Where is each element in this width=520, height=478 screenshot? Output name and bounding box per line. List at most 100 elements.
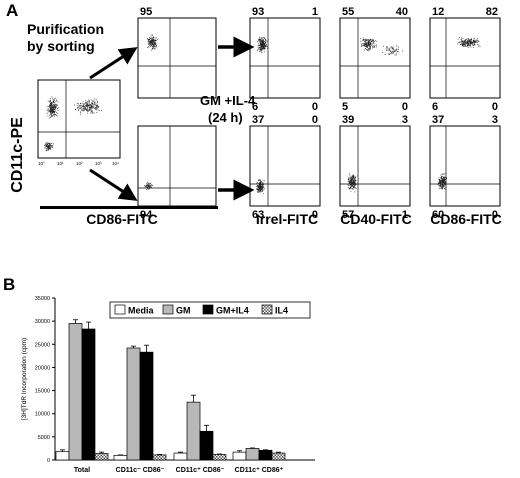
flow-dot	[368, 39, 370, 41]
flow-dot	[152, 185, 153, 186]
flow-dot	[92, 106, 93, 107]
flow-dot	[80, 105, 82, 106]
flow-dot	[260, 46, 262, 47]
flow-dot	[439, 180, 440, 181]
flow-dot	[83, 106, 85, 108]
flow-dot	[444, 188, 446, 190]
flow-dot	[441, 173, 443, 175]
flow-dot	[474, 42, 475, 43]
flow-dot	[262, 43, 263, 44]
flow-dot	[463, 40, 465, 42]
flow-dot	[389, 47, 391, 49]
flow-dot	[357, 175, 359, 177]
flow-dot	[478, 45, 479, 47]
flow-dot	[261, 46, 263, 48]
flow-dot	[49, 145, 51, 147]
flow-dot	[371, 41, 373, 43]
flow-dot	[441, 182, 443, 183]
flow-dot	[354, 179, 355, 181]
flow-dot	[151, 40, 153, 42]
flow-dot	[53, 108, 55, 110]
flow-dot	[441, 179, 442, 181]
flow-dot	[92, 102, 93, 104]
flow-dot	[365, 39, 367, 41]
flow-dot	[79, 105, 81, 107]
flow-dot	[348, 180, 350, 182]
flow-dot	[259, 38, 261, 40]
flow-dot	[101, 110, 102, 112]
flow-dot	[46, 149, 48, 151]
flow-dot	[49, 106, 51, 107]
flow-dot	[256, 182, 258, 184]
quadrant-percent-lr: 0	[402, 101, 408, 113]
bar-media	[173, 452, 188, 461]
flow-dot	[266, 44, 267, 46]
flow-dot	[369, 44, 371, 46]
flow-dot	[77, 103, 78, 104]
flow-dot	[258, 183, 260, 185]
flow-dot	[95, 106, 97, 108]
flow-dot	[348, 180, 350, 182]
flow-dot	[47, 143, 48, 145]
flow-dot	[367, 41, 369, 43]
flow-dot	[466, 41, 468, 43]
flow-dot	[150, 38, 152, 40]
flow-dot	[80, 102, 81, 104]
flow-dot	[50, 107, 51, 109]
flow-dot	[46, 145, 48, 147]
flow-dot	[264, 41, 266, 43]
flow-dot	[145, 186, 147, 188]
flow-dot	[155, 39, 156, 41]
flow-dot	[366, 45, 368, 47]
flow-dot	[466, 43, 468, 44]
flow-dot	[439, 186, 441, 187]
flow-dot	[49, 148, 51, 150]
flow-dot	[397, 49, 399, 50]
flow-dot	[263, 184, 264, 186]
flow-dot	[351, 183, 353, 184]
flow-dot	[151, 44, 153, 46]
flow-dot	[52, 112, 54, 114]
flow-dot	[462, 42, 464, 43]
flow-dot	[53, 104, 54, 105]
flow-dot	[465, 41, 466, 43]
flow-dot	[352, 175, 353, 177]
flow-dot	[154, 43, 156, 45]
flow-dot	[442, 180, 444, 182]
flow-dot	[147, 184, 149, 186]
flow-dot	[261, 44, 263, 46]
flow-dot	[441, 177, 442, 179]
flow-dot	[47, 115, 49, 117]
flow-dot	[258, 188, 260, 189]
flow-dot	[258, 187, 260, 189]
flow-dot	[153, 37, 154, 38]
bar-media	[232, 451, 247, 461]
flow-dot	[82, 109, 83, 111]
flow-dot	[352, 186, 354, 187]
flow-dot	[91, 102, 93, 104]
flow-dot	[146, 183, 148, 184]
flow-dot	[350, 179, 351, 181]
flow-dot	[363, 49, 365, 51]
flow-dot	[257, 50, 258, 52]
flow-dot	[464, 40, 466, 42]
flow-dot	[383, 45, 384, 47]
flow-dot	[466, 44, 468, 46]
flow-dot	[92, 104, 94, 106]
flow-dot	[53, 110, 55, 112]
flow-dot	[51, 101, 53, 103]
flow-dot	[49, 143, 50, 144]
flow-dot	[372, 44, 373, 46]
flow-dot	[468, 46, 470, 48]
flow-dot	[154, 37, 156, 39]
flow-dot	[439, 185, 441, 187]
flow-dot	[390, 53, 392, 55]
flow-dot	[261, 42, 263, 44]
flow-dot	[86, 109, 87, 111]
flow-dot	[366, 46, 368, 48]
flow-dot	[442, 176, 444, 178]
flow-dot	[144, 185, 146, 187]
flow-dot	[367, 39, 369, 40]
quadrant-percent-ll: 57	[342, 209, 354, 221]
flow-dot	[262, 179, 264, 181]
